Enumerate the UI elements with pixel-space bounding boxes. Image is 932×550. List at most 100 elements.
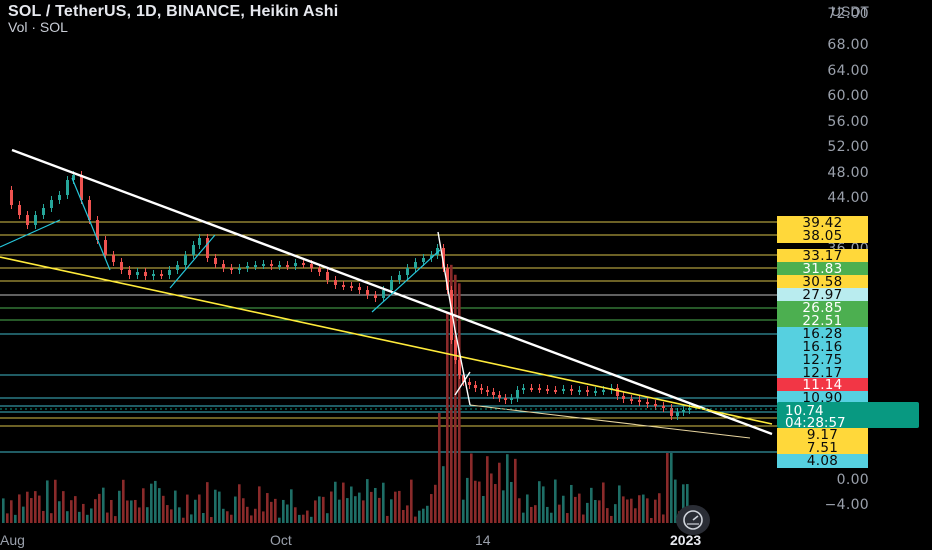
volume-bar (562, 495, 565, 523)
volume-bar (298, 514, 301, 523)
level-label: 39.42 (777, 216, 868, 230)
volume-bar (102, 487, 105, 523)
candle-body (414, 262, 417, 268)
volume-bar (210, 517, 213, 523)
volume-bar (466, 477, 469, 523)
candle-body (10, 190, 13, 205)
candle-body (602, 390, 605, 392)
candle-body (246, 266, 249, 268)
candle-body (270, 264, 273, 266)
volume-bar (174, 490, 177, 523)
volume-bar (410, 479, 413, 523)
volume-bar (46, 480, 49, 523)
volume-bar (58, 501, 61, 523)
candle-body (570, 389, 573, 391)
volume-bar (610, 515, 613, 523)
candle-body (88, 200, 91, 220)
symbol-title[interactable]: SOL / TetherUS, 1D, BINANCE, Heikin Ashi (8, 3, 339, 20)
volume-bar (10, 500, 13, 523)
volume-bar (66, 511, 69, 523)
candle-body (80, 175, 83, 200)
volume-bar (482, 496, 485, 523)
candle-body (504, 398, 507, 400)
candle-body (214, 258, 217, 264)
volume-bar (54, 479, 57, 523)
candle-body (152, 274, 155, 276)
volume-bar (534, 505, 537, 523)
volume-bar (582, 514, 585, 523)
channel-line (371, 249, 441, 313)
level-label: 27.97 (777, 288, 868, 302)
volume-bar (486, 456, 489, 523)
volume-bar (154, 480, 157, 523)
volume-bar (150, 483, 153, 523)
volume-bar (394, 491, 397, 523)
replay-button[interactable] (676, 505, 710, 535)
volume-bar (282, 499, 285, 523)
volume-bar (446, 312, 449, 523)
volume-bar (442, 466, 445, 523)
candle-body (104, 240, 107, 255)
volume-bar (278, 517, 281, 523)
candle-body (616, 388, 619, 396)
volume-bar (654, 499, 657, 523)
volume-bar (98, 493, 101, 523)
candle-body (318, 268, 321, 272)
volume-bar (386, 515, 389, 523)
level-label: 22.51 (777, 314, 868, 328)
candle-body (546, 389, 549, 391)
candle-body (406, 268, 409, 275)
volume-bar (474, 480, 477, 523)
candle-body (398, 275, 401, 280)
price-tick: 64.00 (827, 63, 869, 79)
candle-body (278, 265, 281, 267)
volume-bar (114, 516, 117, 523)
volume-bar (418, 510, 421, 523)
volume-bar (290, 489, 293, 523)
volume-bar (422, 508, 425, 523)
candle-body (638, 400, 641, 402)
price-tick: 48.00 (827, 165, 869, 181)
volume-bar (346, 498, 349, 523)
volume-bar (430, 494, 433, 523)
level-label: 16.16 (777, 340, 868, 354)
volume-bar (122, 479, 125, 523)
candle-body (578, 390, 581, 392)
candle-body (516, 390, 519, 398)
volume-bar (498, 462, 501, 523)
volume-bar (506, 454, 509, 523)
candle-body (382, 290, 385, 298)
volume-bar (286, 504, 289, 523)
level-label: 31.83 (777, 262, 868, 276)
volume-bar (194, 499, 197, 523)
volume-bar (130, 500, 133, 523)
fib-leg (454, 329, 471, 406)
candle-body (654, 404, 657, 406)
candle-body (42, 208, 45, 215)
volume-bar (434, 484, 437, 523)
candle-body (676, 412, 679, 416)
volume-bar (390, 499, 393, 523)
volume-bar (166, 505, 169, 523)
volume-bar (294, 507, 297, 523)
level-label: 11.14 (777, 378, 868, 392)
volume-bar (70, 500, 73, 523)
level-label: 26.85 (777, 301, 868, 315)
volume-bar (542, 486, 545, 523)
volume-bar (34, 491, 37, 523)
candle-body (168, 270, 171, 275)
volume-bar (622, 496, 625, 523)
volume-bar (406, 505, 409, 523)
volume-bar (326, 513, 329, 523)
candle-body (192, 245, 195, 255)
volume-bar (438, 413, 441, 523)
volume-bar (206, 482, 209, 523)
volume-bar (106, 512, 109, 523)
candle-body (430, 255, 433, 258)
candle-body (310, 264, 313, 268)
volume-bar (546, 506, 549, 523)
volume-bar (574, 496, 577, 523)
volume-indicator-label[interactable]: Vol · SOL (8, 19, 68, 35)
candle-body (326, 272, 329, 280)
